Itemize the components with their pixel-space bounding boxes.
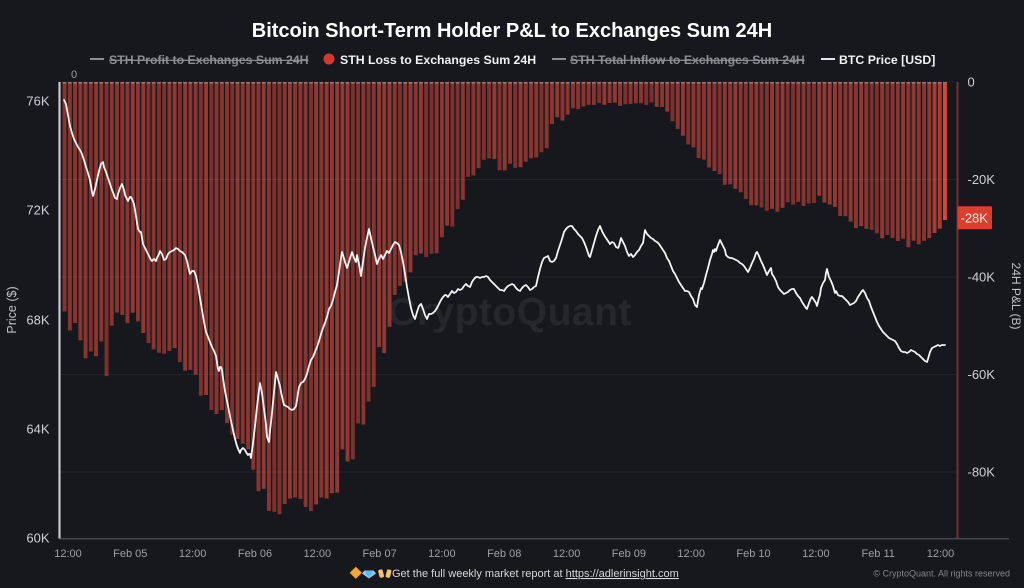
svg-text:Feb 09: Feb 09 — [612, 548, 646, 560]
svg-text:STH Loss to Exchanges Sum 24H: STH Loss to Exchanges Sum 24H — [340, 53, 536, 67]
svg-text:Price ($): Price ($) — [5, 286, 19, 333]
svg-text:-40K: -40K — [968, 270, 996, 285]
svg-text:-80K: -80K — [968, 465, 996, 480]
svg-text:68K: 68K — [26, 313, 49, 328]
svg-text:24H P&L (B): 24H P&L (B) — [1009, 263, 1023, 330]
svg-text:Bitcoin Short-Term Holder P&L: Bitcoin Short-Term Holder P&L to Exchang… — [252, 20, 772, 42]
svg-text:-20K: -20K — [968, 172, 996, 187]
svg-text:12:00: 12:00 — [677, 548, 705, 560]
svg-text:-28K: -28K — [961, 211, 989, 226]
svg-text:Feb 06: Feb 06 — [238, 548, 272, 560]
svg-text:60K: 60K — [26, 531, 49, 546]
svg-text:64K: 64K — [26, 422, 49, 437]
svg-text:Get the full weekly market rep: Get the full weekly market report at htt… — [392, 568, 679, 580]
svg-text:76K: 76K — [26, 94, 49, 109]
svg-text:12:00: 12:00 — [802, 548, 830, 560]
svg-text:Feb 05: Feb 05 — [113, 548, 147, 560]
svg-text:72K: 72K — [26, 203, 49, 218]
svg-text:12:00: 12:00 — [428, 548, 456, 560]
svg-text:12:00: 12:00 — [927, 548, 955, 560]
svg-text:© CryptoQuant. All rights rese: © CryptoQuant. All rights reserved — [873, 569, 1010, 579]
svg-text:12:00: 12:00 — [179, 548, 207, 560]
svg-text:CryptoQuant: CryptoQuant — [388, 291, 632, 334]
svg-text:-60K: -60K — [968, 367, 996, 382]
svg-text:Feb 08: Feb 08 — [487, 548, 521, 560]
svg-text:Feb 11: Feb 11 — [861, 548, 894, 560]
svg-text:12:00: 12:00 — [54, 548, 82, 560]
svg-text:Feb 07: Feb 07 — [362, 548, 396, 560]
svg-text:STH Total Inflow to Exchanges: STH Total Inflow to Exchanges Sum 24H — [570, 53, 805, 67]
svg-text:0: 0 — [968, 75, 975, 90]
svg-text:STH Profit to Exchanges Sum 24: STH Profit to Exchanges Sum 24H — [109, 53, 309, 67]
svg-text:Feb 10: Feb 10 — [736, 548, 770, 560]
svg-text:0: 0 — [71, 69, 77, 81]
svg-text:BTC Price [USD]: BTC Price [USD] — [839, 53, 935, 67]
svg-text:12:00: 12:00 — [553, 548, 581, 560]
svg-text:12:00: 12:00 — [304, 548, 332, 560]
